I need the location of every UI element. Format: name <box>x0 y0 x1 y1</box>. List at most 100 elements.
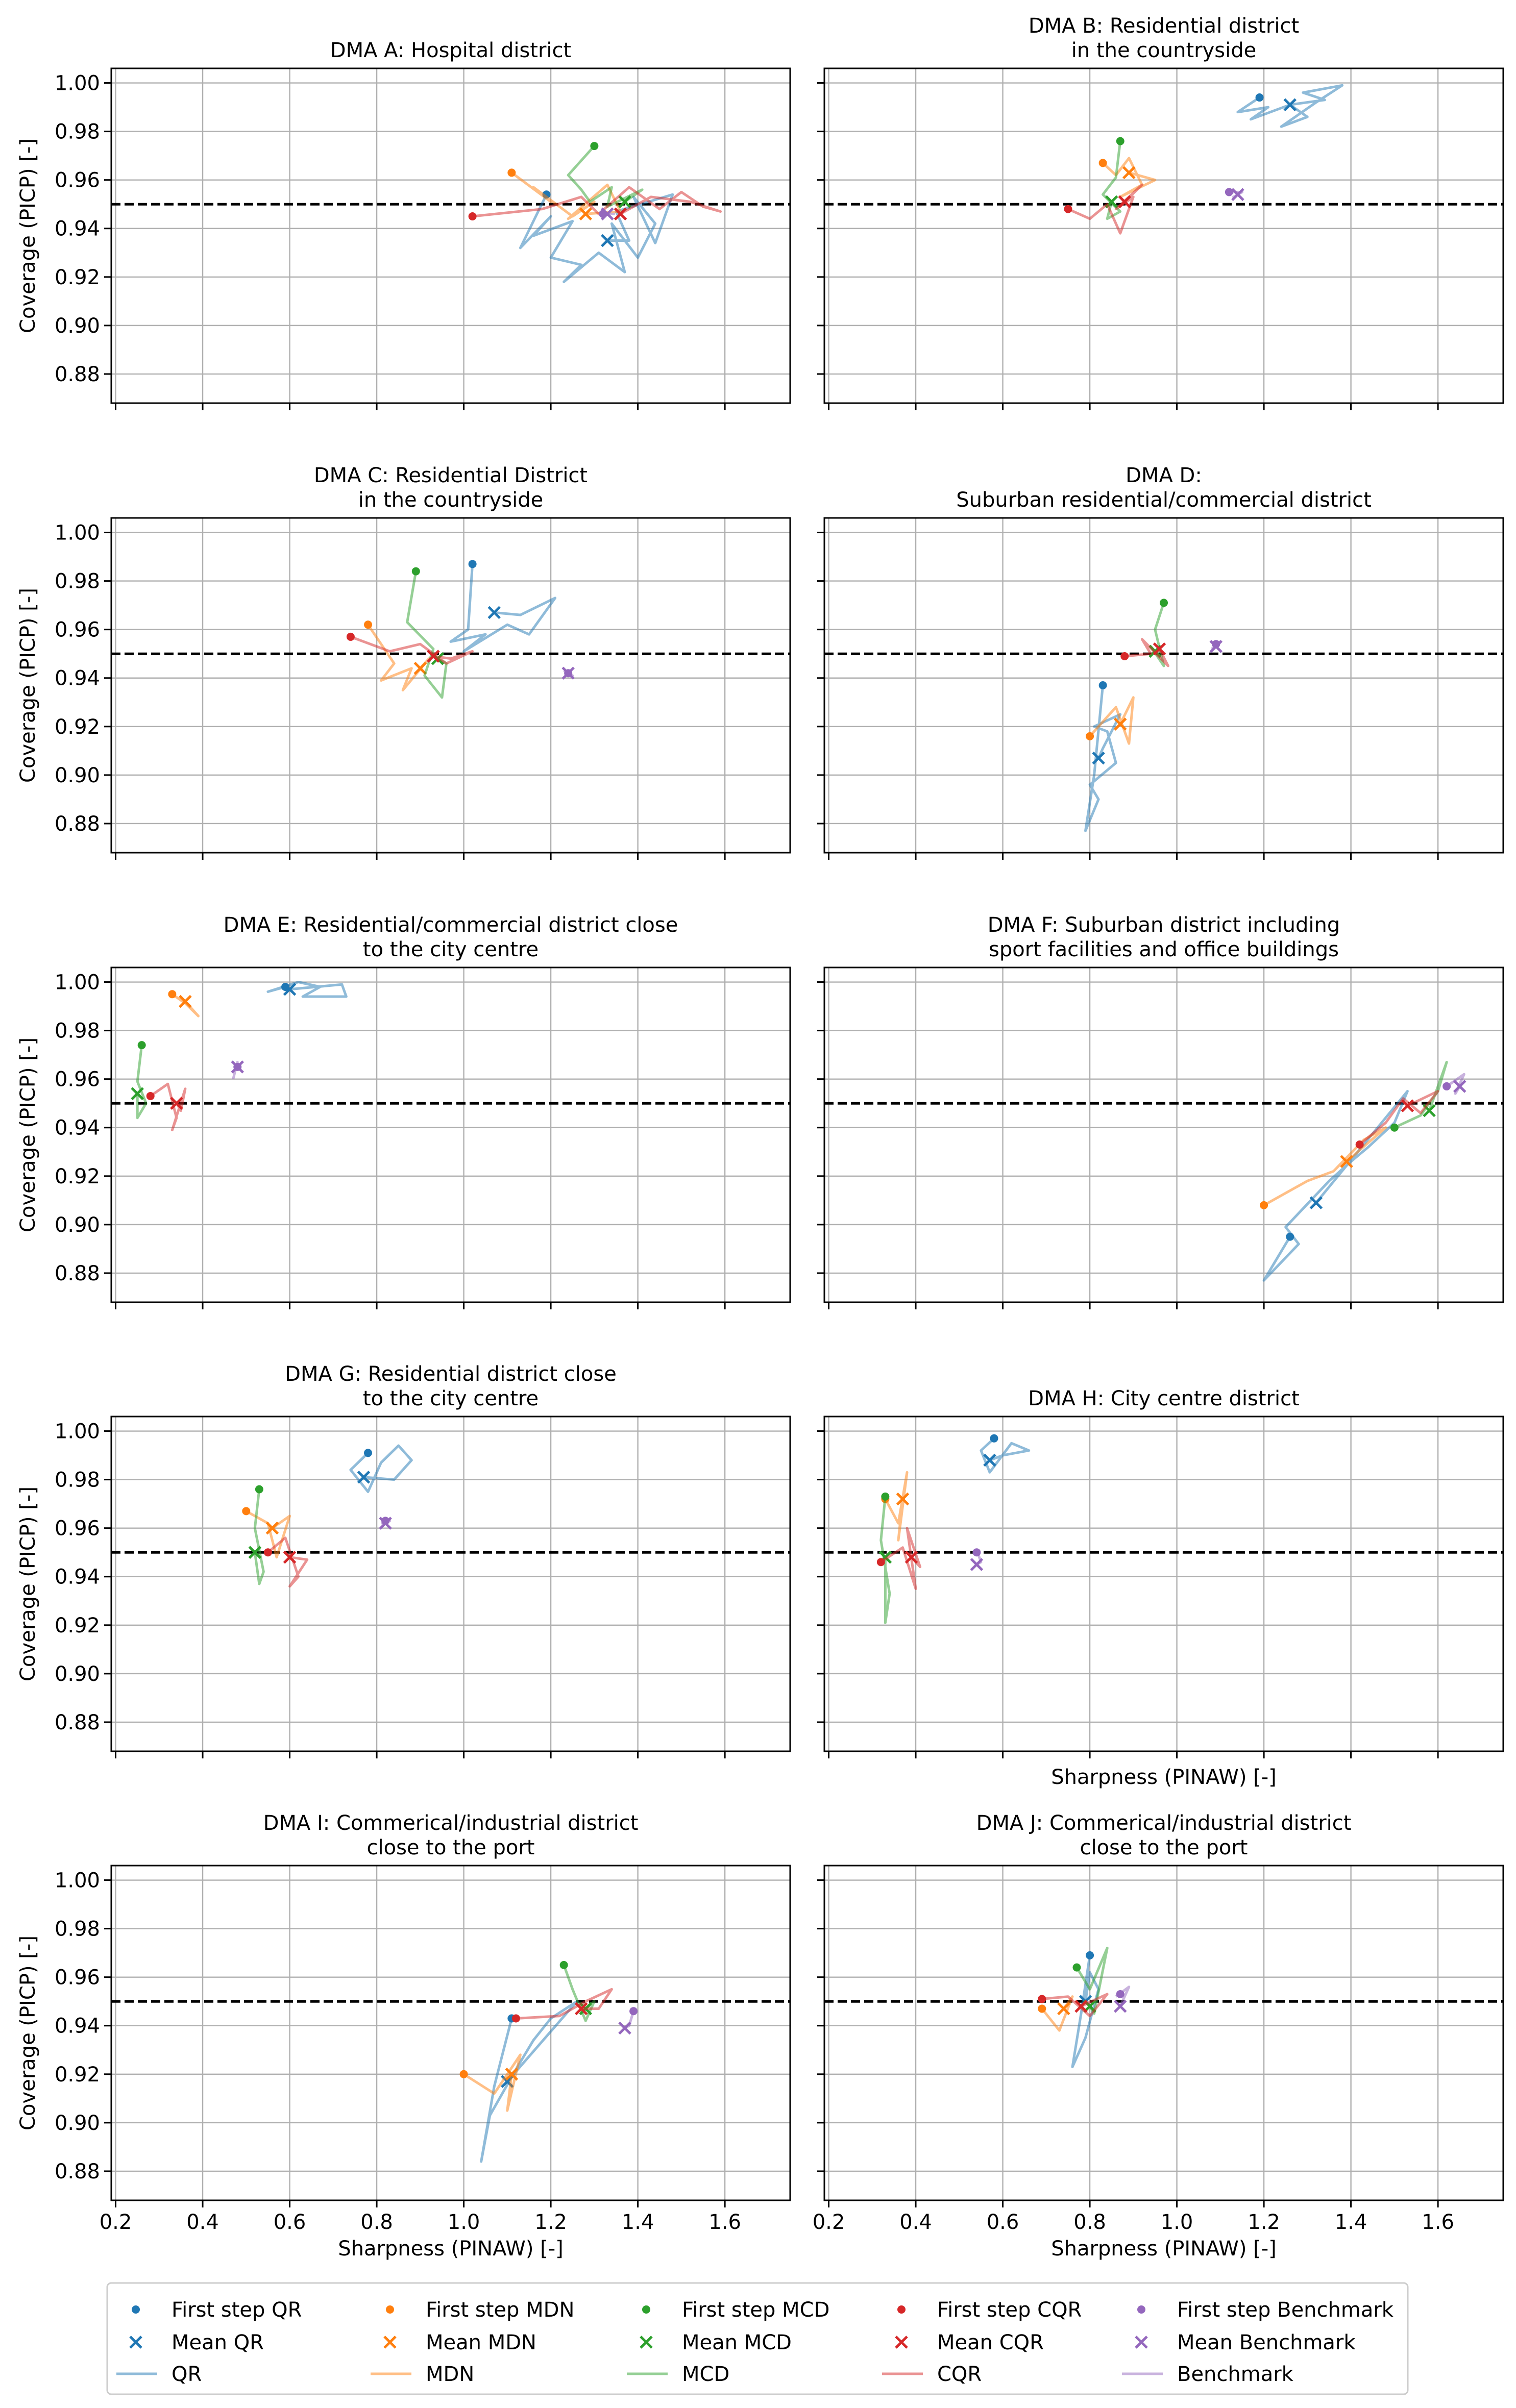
y-tick-label: 0.96 <box>55 1068 100 1091</box>
series-line-qr <box>519 193 674 283</box>
first-step-point-cqr <box>1120 652 1129 660</box>
mean-marker-stroke <box>904 1550 918 1564</box>
series-line-qr <box>1236 84 1344 128</box>
first-step-point-mcd <box>590 142 599 151</box>
plot-area <box>111 1866 790 2200</box>
panel-frame <box>110 1865 791 2201</box>
mean-marker-qr <box>1309 1196 1323 1209</box>
mean-marker-stroke <box>1309 1196 1323 1209</box>
y-tick-label: 1.00 <box>55 971 100 995</box>
x-tick-label: 1.0 <box>1161 2211 1193 2234</box>
first-step-point-qr <box>364 1449 373 1457</box>
panel-title: DMA G: Residential district close to the … <box>285 1362 617 1410</box>
mean-marker-stroke <box>1113 717 1127 731</box>
mean-marker-stroke <box>248 1546 262 1559</box>
y-tick-label: 0.98 <box>55 1918 100 1941</box>
mean-marker-stroke <box>413 661 427 675</box>
first-step-point-qr <box>468 560 477 568</box>
mean-marker-stroke <box>1283 98 1297 112</box>
series-line-cqr <box>472 186 722 218</box>
y-tick-label: 1.00 <box>55 1420 100 1444</box>
mean-marker-mdn <box>896 1492 910 1506</box>
gridlines <box>824 68 1503 403</box>
mean-marker-stroke <box>1423 1104 1436 1118</box>
legend-first-step-label: First step MDN <box>426 2298 574 2322</box>
y-axis-label: Coverage (PICP) [-] <box>16 588 40 783</box>
x-axis-label: Sharpness (PINAW) [-] <box>338 2237 564 2261</box>
data-marks <box>468 142 722 283</box>
x-tick-label: 1.4 <box>1335 2211 1367 2234</box>
plot-area <box>824 68 1503 403</box>
mean-marker-stroke <box>579 207 593 220</box>
series-line-cqr <box>1359 1089 1439 1146</box>
mean-marker-mdn <box>1113 717 1127 731</box>
mean-marker-stroke <box>283 983 297 996</box>
y-tick-label: 0.98 <box>55 570 100 593</box>
panel-title-line: DMA B: Residential district <box>1029 14 1299 38</box>
y-axis-label: Coverage (PICP) [-] <box>16 1037 40 1232</box>
mean-marker-benchmark <box>231 1060 244 1074</box>
gridlines <box>824 1417 1503 1751</box>
mean-marker-cqr <box>904 1550 918 1564</box>
panel-title-line: DMA I: Commerical/industrial district <box>263 1811 639 1835</box>
ticks <box>104 532 726 860</box>
panel-title-line: to the city centre <box>363 1387 539 1410</box>
first-step-point-mdn <box>1086 732 1094 740</box>
panel-title-line: close to the port <box>1080 1836 1248 1859</box>
legend-line-label: QR <box>172 2363 202 2386</box>
mean-marker-stroke <box>1122 166 1136 180</box>
legend-frame <box>106 2282 1409 2395</box>
series-line-cqr <box>350 635 474 665</box>
first-step-point-mcd <box>1390 1123 1399 1132</box>
mean-marker-mdn <box>179 995 192 1008</box>
x-tick-label: 1.0 <box>448 2211 480 2234</box>
panel-title-line: DMA G: Residential district close <box>285 1362 617 1386</box>
first-step-point-mcd <box>137 1041 146 1050</box>
mean-marker-stroke <box>1153 642 1166 656</box>
mean-marker-mdn <box>1122 166 1136 180</box>
first-step-point-mdn <box>507 168 516 177</box>
y-tick-label: 0.88 <box>55 363 100 386</box>
legend-line-label: Benchmark <box>1177 2363 1294 2386</box>
mean-marker-mdn <box>505 2068 519 2081</box>
mean-marker-cqr <box>1153 642 1166 656</box>
first-step-point-mcd <box>1072 1963 1081 1972</box>
mean-marker-stroke <box>983 1453 996 1467</box>
first-step-point-benchmark <box>1442 1082 1451 1090</box>
mean-marker-stroke <box>487 606 501 619</box>
mean-marker-benchmark <box>1453 1080 1466 1093</box>
plot-area <box>824 967 1503 1302</box>
legend-line-label: MDN <box>426 2363 474 2386</box>
panel-10: 0.2 0.4 0.6 0.8 1.0 1.2 1.4 1.6 Sharpness (PINAW… <box>813 1811 1504 2261</box>
panel-7: 0.88 0.90 0.92 0.94 0.96 0.98 1.00 Coverage (PI… <box>16 1362 791 1758</box>
mean-marker-stroke <box>618 195 631 209</box>
first-step-point-cqr <box>1064 205 1072 213</box>
mean-marker-stroke <box>1231 188 1244 201</box>
panel-title: DMA B: Residential district in the countr… <box>1029 14 1299 62</box>
first-step-point-cqr <box>346 632 355 641</box>
ticks <box>104 981 726 1309</box>
gridlines <box>111 68 790 403</box>
first-step-point-mdn <box>1098 159 1107 167</box>
panel-title-line: DMA J: Commerical/industrial district <box>976 1811 1352 1835</box>
y-tick-label: 0.90 <box>55 1662 100 1686</box>
panel-frame <box>823 67 1504 404</box>
series-line-mcd <box>253 1489 265 1585</box>
mean-marker-stroke <box>1057 2002 1070 2016</box>
mean-marker-stroke <box>1453 1080 1466 1093</box>
mean-marker-qr <box>283 983 297 996</box>
first-step-point-mcd <box>881 1492 890 1501</box>
first-step-point-mdn <box>168 990 177 999</box>
panel-title: DMA E: Residential/commercial district c… <box>224 913 678 961</box>
series-line-qr <box>1084 685 1122 832</box>
first-step-point-mcd <box>411 567 420 576</box>
legend-mean-label: Mean QR <box>172 2331 264 2354</box>
y-axis-label: Coverage (PICP) [-] <box>16 138 40 333</box>
legend-mean-marker <box>1135 2336 1148 2349</box>
y-tick-label: 0.88 <box>55 812 100 836</box>
panel-5: 0.88 0.90 0.92 0.94 0.96 0.98 1.00 Coverage (PI… <box>16 913 791 1309</box>
x-tick-label: 0.8 <box>360 2211 393 2234</box>
y-tick-label: 0.88 <box>55 1711 100 1734</box>
panel-title-line: close to the port <box>367 1836 535 1859</box>
legend-mean-stroke <box>895 2336 908 2349</box>
